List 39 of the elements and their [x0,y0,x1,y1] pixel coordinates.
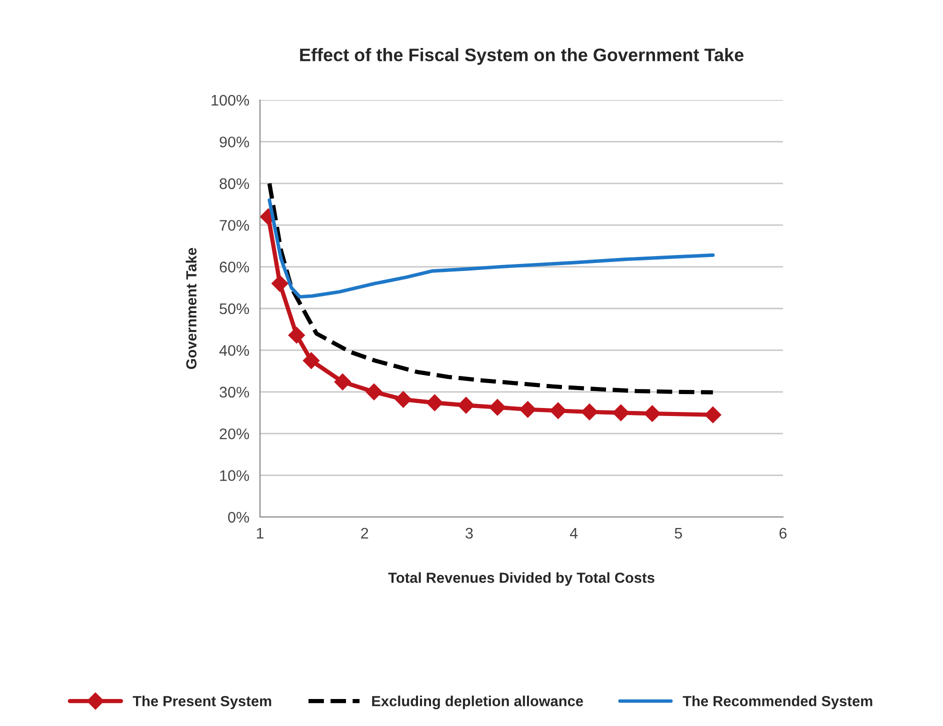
chart-title: Effect of the Fiscal System on the Government Take [300,48,744,65]
y-tick-label: 100% [212,94,250,106]
y-axis-title: Government Take [186,248,197,369]
y-tick-label: 90% [220,136,250,148]
point [271,275,288,292]
x-tick-label: 4 [570,528,578,538]
point [366,384,382,400]
point [581,404,598,420]
y-tick-label: 20% [220,428,250,440]
point [458,396,474,414]
x-tick-label: 6 [780,528,787,539]
x-tick-label: 3 [466,528,473,539]
y-tick-label: 30% [220,386,250,398]
legend-label: The Present System [132,696,272,710]
x-tick-label: 1 [256,528,264,538]
point [489,398,506,416]
point [302,352,320,369]
y-tick-label: 50% [220,303,250,314]
point [612,404,630,422]
x-tick-label: 2 [361,528,368,538]
legend-label: The Recommended System [682,696,872,710]
legend-label: Excluding depletion allowance [372,696,583,710]
line-series [268,198,715,299]
point [334,374,352,390]
point [550,402,566,420]
y-tick-label: 10% [220,470,250,481]
point [288,326,305,344]
y-tick-label: 0% [228,512,250,523]
point [704,406,722,424]
point [394,391,412,408]
y-tick-label: 40% [219,345,250,356]
point [426,394,444,412]
y-tick-label: 80% [220,178,250,190]
y-tick-label: 60% [220,262,250,272]
x-tick-label: 5 [674,528,682,539]
point [519,401,536,418]
y-tick-label: 70% [220,220,250,231]
x-axis-title: Total Revenues Divided by Total Costs [388,572,654,586]
point [644,405,661,422]
